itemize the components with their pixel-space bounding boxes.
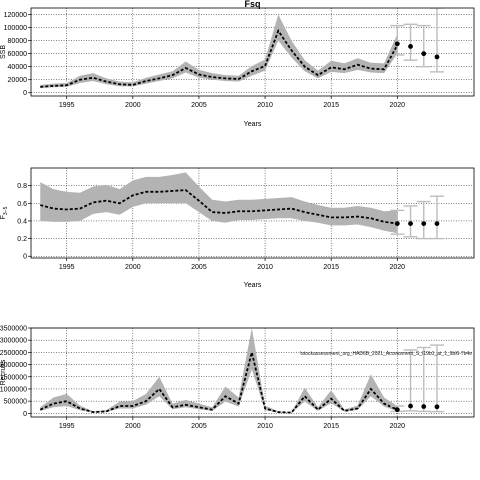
annotation-text: \stockassessment_org_HAD6B_2021_Accessme… bbox=[300, 351, 472, 357]
plot-frame bbox=[30, 7, 475, 97]
y-tick-label: 2500000 bbox=[0, 350, 27, 357]
y-tick-label: 80000 bbox=[8, 38, 28, 45]
chart-panel-1: 1995 2000 2005 2010 2015 2020 0 20000 40000 60000… bbox=[0, 0, 475, 128]
x-tick-label: 2010 bbox=[257, 423, 273, 430]
y-tick-label: 100000 bbox=[4, 25, 27, 32]
projection-point bbox=[421, 404, 427, 409]
y-tick-label: 0.6 bbox=[17, 201, 27, 208]
y-axis-label: Recruits bbox=[0, 359, 7, 385]
projection-point bbox=[408, 221, 413, 226]
y-axis-label: SSB bbox=[0, 45, 7, 59]
projection-point bbox=[394, 41, 400, 47]
projection-point bbox=[408, 403, 413, 409]
y-tick-label: 120000 bbox=[4, 12, 27, 19]
y-tick-label: 500000 bbox=[4, 399, 27, 406]
plot-area bbox=[40, 8, 444, 89]
x-tick-label: 2005 bbox=[191, 102, 207, 109]
projection-point bbox=[434, 404, 440, 410]
median-line bbox=[40, 189, 398, 225]
y-tick-label: 0 bbox=[23, 90, 27, 97]
x-tick-label: 2020 bbox=[390, 264, 406, 271]
x-tick-label: 1995 bbox=[59, 102, 75, 109]
x-axis-label: Years bbox=[244, 282, 262, 289]
plot-frame bbox=[30, 167, 475, 259]
x-tick-label: 2020 bbox=[390, 102, 406, 109]
y-axis-label: F3−5 bbox=[0, 206, 9, 219]
y-tick-label: 3000000 bbox=[0, 338, 27, 345]
x-tick-label: 2015 bbox=[323, 102, 339, 109]
projection-point bbox=[434, 221, 440, 226]
y-tick-label: 3500000 bbox=[0, 326, 27, 333]
y-tick-label: 0.2 bbox=[17, 236, 27, 243]
confidence-band bbox=[40, 172, 398, 234]
projection-point bbox=[408, 44, 413, 49]
plot-area bbox=[40, 172, 444, 240]
x-tick-label: 2005 bbox=[191, 423, 207, 430]
y-tick-label: 60000 bbox=[8, 51, 28, 58]
projection-point bbox=[421, 221, 427, 226]
median-line bbox=[40, 28, 399, 88]
x-tick-label: 2000 bbox=[125, 264, 141, 271]
chart-title: Fsq bbox=[244, 0, 260, 9]
x-tick-label: 2015 bbox=[323, 264, 339, 271]
x-tick-label: 2005 bbox=[191, 264, 207, 271]
x-tick-label: 2015 bbox=[323, 423, 339, 430]
projection-point bbox=[394, 221, 400, 226]
y-axis-label-subscript: 3−5 bbox=[3, 206, 9, 215]
chart-panel-3: 1995 2000 2005 2010 2015 2020 0 500000 1000000 15… bbox=[0, 326, 475, 430]
y-tick-label: 20000 bbox=[8, 77, 28, 84]
x-tick-label: 2010 bbox=[257, 264, 273, 271]
chart-panel-2: 1995 2000 2005 2010 2015 2020 0 0.2 0.4 0.6 0.8 Yea… bbox=[0, 167, 475, 289]
y-tick-label: 40000 bbox=[8, 64, 28, 71]
y-tick-label: 0 bbox=[23, 411, 27, 418]
median-line bbox=[39, 352, 398, 414]
confidence-band bbox=[40, 328, 398, 413]
plot-area bbox=[39, 328, 444, 414]
x-tick-label: 1995 bbox=[59, 423, 75, 430]
plot-frame bbox=[30, 327, 475, 418]
x-tick-label: 2000 bbox=[125, 423, 141, 430]
projection-point bbox=[421, 51, 427, 57]
y-tick-label: 0.4 bbox=[17, 218, 27, 225]
y-tick-label: 1000000 bbox=[0, 386, 27, 393]
x-axis-label: Years bbox=[244, 121, 262, 128]
x-tick-label: 2020 bbox=[390, 423, 406, 430]
y-tick-label: 0.8 bbox=[17, 183, 27, 190]
x-tick-label: 2010 bbox=[257, 102, 273, 109]
y-tick-label: 2000000 bbox=[0, 362, 27, 369]
x-tick-label: 2000 bbox=[125, 102, 141, 109]
y-tick-label: 0 bbox=[23, 254, 27, 261]
y-tick-label: 1500000 bbox=[0, 374, 27, 381]
projection-point bbox=[394, 407, 400, 413]
projection-point bbox=[434, 54, 440, 60]
x-tick-label: 1995 bbox=[59, 264, 75, 271]
